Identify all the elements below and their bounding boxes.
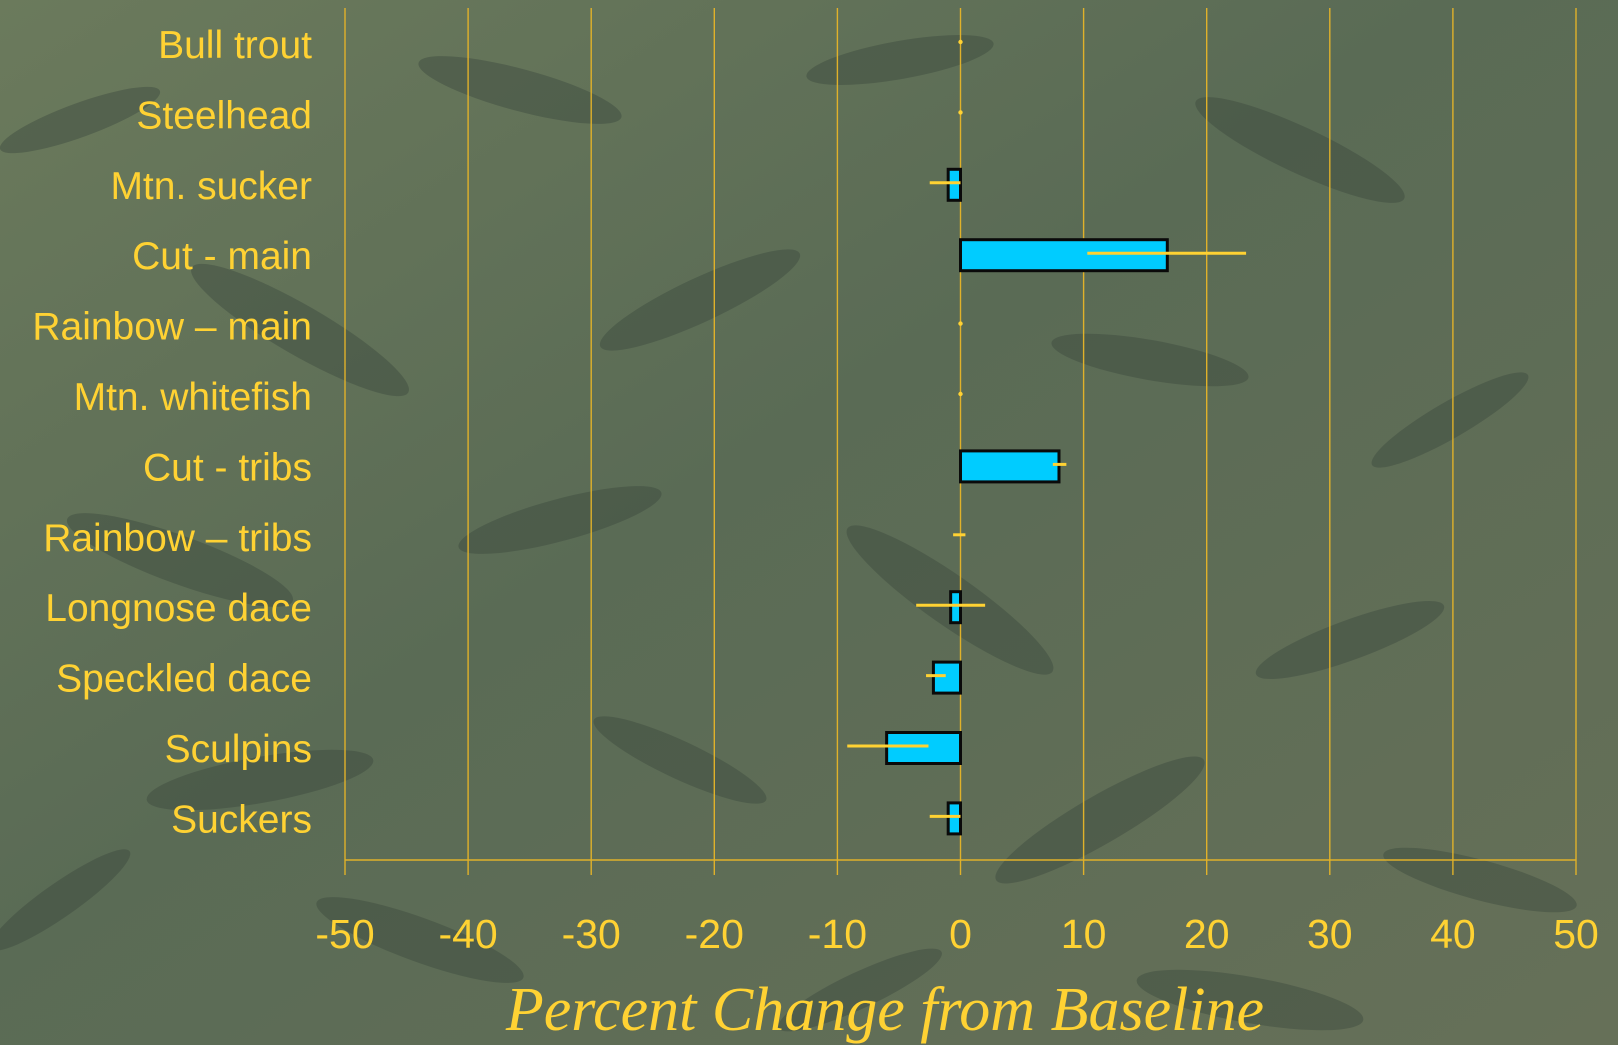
category-label: Cut - main	[132, 235, 312, 278]
x-axis-title: Percent Change from Baseline	[505, 976, 1264, 1044]
category-labels: Bull trout Steelhead Mtn. sucker Cut - main…	[32, 24, 312, 841]
fish-shape	[66, 513, 294, 607]
bar	[931, 660, 963, 695]
category-label: Speckled dace	[56, 658, 312, 701]
fish-shape	[593, 716, 767, 804]
error-bar	[958, 321, 963, 326]
fish-shape	[1195, 97, 1405, 203]
error-bar	[958, 110, 963, 115]
x-tick-label: 20	[1184, 911, 1230, 957]
fish-shape	[778, 948, 942, 1032]
fish-shape	[0, 849, 131, 951]
x-tick-label: 10	[1061, 911, 1107, 957]
fish-shape	[1136, 969, 1364, 1031]
bar-group	[885, 167, 1169, 836]
x-tick-label: -20	[685, 911, 744, 957]
category-label: Mtn. whitefish	[74, 376, 312, 419]
x-tick-label: 50	[1553, 911, 1599, 957]
error-bar	[958, 39, 963, 45]
fish-background-texture	[0, 35, 1577, 1032]
fish-shape	[146, 749, 374, 811]
fish-shape	[0, 86, 161, 154]
bar	[885, 731, 963, 765]
bar	[946, 801, 963, 836]
fish-shape	[599, 249, 801, 351]
x-tick-label: -10	[808, 911, 867, 957]
category-label: Cut - tribs	[143, 446, 312, 489]
bar	[959, 238, 1169, 273]
fish-shape	[806, 35, 994, 85]
category-label: Rainbow – main	[32, 306, 312, 349]
category-label: Suckers	[171, 798, 312, 841]
fish-shape	[316, 897, 524, 983]
category-label: Steelhead	[136, 94, 312, 137]
x-tick-label: -30	[562, 911, 621, 957]
fish-shape	[1255, 600, 1445, 680]
category-label: Rainbow – tribs	[43, 517, 312, 560]
category-label: Longnose dace	[45, 587, 312, 630]
fish-shape	[995, 756, 1205, 884]
bar	[959, 449, 1061, 484]
fish-shape	[1371, 372, 1529, 468]
fish-shape	[1051, 333, 1249, 387]
error-bar	[958, 391, 963, 397]
category-label: Bull trout	[158, 24, 312, 67]
x-tick-labels: -50 -40 -30 -20 -10 0 10 20 30 40 50	[315, 911, 1598, 957]
x-tick-label: -40	[438, 911, 497, 957]
fish-shape	[418, 56, 622, 124]
grid-lines	[344, 8, 1577, 875]
error-bar-group	[847, 39, 1247, 818]
x-tick-label: 30	[1307, 911, 1353, 957]
category-label: Sculpins	[165, 728, 312, 771]
fish-shape	[1383, 847, 1577, 913]
bar	[949, 590, 962, 625]
x-tick-label: 40	[1430, 911, 1476, 957]
category-label: Mtn. sucker	[110, 165, 312, 208]
fish-shape	[191, 263, 409, 397]
bar	[946, 167, 963, 202]
fish-shape	[458, 486, 662, 554]
x-tick-label: 0	[949, 911, 972, 957]
x-tick-label: -50	[315, 911, 374, 957]
